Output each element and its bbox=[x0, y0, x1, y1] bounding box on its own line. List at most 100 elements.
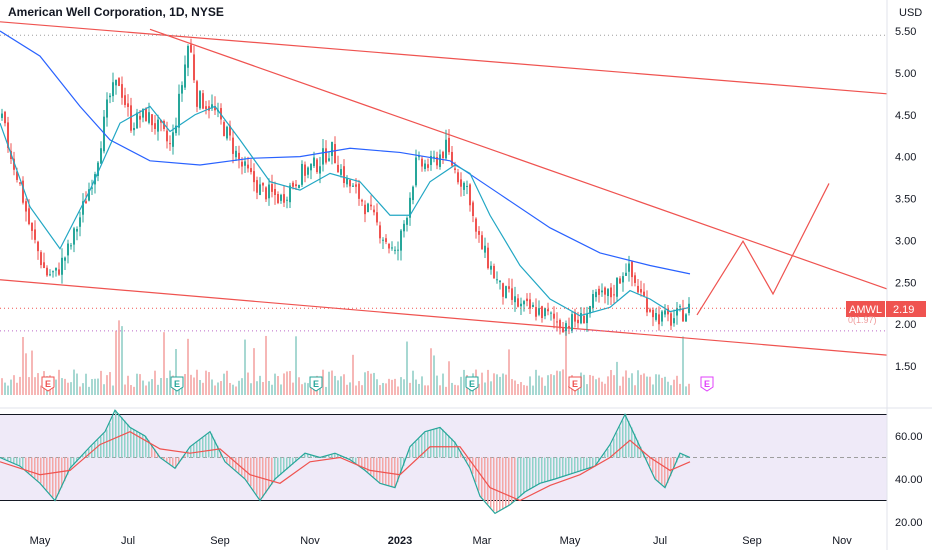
candle-body bbox=[271, 184, 273, 192]
candle-body bbox=[88, 189, 90, 201]
rsi-histogram-bar bbox=[520, 457, 522, 497]
volume-bar bbox=[517, 384, 519, 395]
volume-bar bbox=[577, 384, 579, 395]
volume-bar bbox=[682, 336, 684, 395]
candle-body bbox=[364, 204, 366, 215]
rsi-histogram-bar bbox=[502, 457, 504, 510]
earnings-label: E bbox=[572, 379, 578, 389]
candle-body bbox=[325, 148, 327, 163]
rsi-histogram-bar bbox=[70, 457, 72, 469]
rsi-histogram-bar bbox=[220, 451, 222, 458]
rsi-histogram-bar bbox=[484, 457, 486, 501]
rsi-histogram-bar bbox=[283, 457, 285, 473]
candle-body bbox=[520, 303, 522, 307]
candle-body bbox=[451, 151, 453, 166]
rsi-histogram-bar bbox=[565, 457, 567, 476]
volume-bar bbox=[106, 375, 108, 395]
time-tick-3: Nov bbox=[300, 535, 320, 547]
rsi-histogram-bar bbox=[202, 437, 204, 458]
volume-bar bbox=[100, 370, 102, 395]
volume-bar bbox=[265, 335, 267, 395]
chart-title: American Well Corporation, 1D, NYSE bbox=[8, 5, 224, 19]
rsi-histogram-bar bbox=[364, 457, 366, 470]
rsi-histogram-bar bbox=[289, 457, 291, 467]
volume-bar bbox=[637, 370, 639, 395]
candle-body bbox=[178, 93, 180, 128]
candle-body bbox=[661, 311, 663, 322]
candle-body bbox=[550, 312, 552, 314]
volume-bar bbox=[679, 383, 681, 395]
candle-body bbox=[334, 144, 336, 164]
rsi-histogram-bar bbox=[544, 457, 546, 483]
rsi-histogram-bar bbox=[508, 457, 510, 506]
rsi-histogram-bar bbox=[310, 454, 312, 458]
volume-bar bbox=[631, 373, 633, 395]
volume-bar bbox=[118, 320, 120, 395]
candle-body bbox=[490, 265, 492, 270]
volume-bar bbox=[439, 385, 441, 395]
volume-bar bbox=[94, 378, 96, 395]
volume-bar bbox=[628, 377, 630, 395]
volume-bar bbox=[556, 370, 558, 395]
candle-body bbox=[640, 289, 642, 293]
volume-bar bbox=[109, 372, 111, 395]
rsi-histogram-bar bbox=[568, 457, 570, 475]
price-badge-value: 2.19 bbox=[893, 304, 914, 316]
candle-body bbox=[310, 163, 312, 171]
rsi-histogram-bar bbox=[94, 442, 96, 458]
candle-body bbox=[148, 112, 150, 123]
volume-bar bbox=[436, 375, 438, 395]
rsi-histogram-bar bbox=[592, 457, 594, 468]
volume-bar bbox=[337, 380, 339, 395]
candle-body bbox=[181, 85, 183, 94]
volume-bar bbox=[397, 386, 399, 395]
candle-body bbox=[172, 132, 174, 147]
candle-body bbox=[79, 217, 81, 227]
rsi-histogram-bar bbox=[556, 457, 558, 479]
candle-body bbox=[568, 325, 570, 328]
rsi-histogram-bar bbox=[373, 457, 375, 478]
candle-body bbox=[124, 95, 126, 105]
candle-body bbox=[106, 99, 108, 118]
volume-bar bbox=[457, 385, 459, 395]
rsi-histogram-bar bbox=[595, 457, 597, 467]
rsi-histogram-bar bbox=[628, 420, 630, 458]
volume-bar bbox=[328, 371, 330, 395]
candle-body bbox=[496, 279, 498, 281]
rsi-tick-1: 40.00 bbox=[895, 474, 923, 486]
volume-bar bbox=[646, 376, 648, 395]
volume-bar bbox=[187, 338, 189, 395]
volume-bar bbox=[487, 369, 489, 395]
volume-bar bbox=[301, 384, 303, 395]
rsi-histogram-bar bbox=[229, 457, 231, 466]
candle-body bbox=[313, 157, 315, 167]
time-tick-4: 2023 bbox=[388, 535, 412, 547]
rsi-histogram-bar bbox=[268, 457, 270, 490]
time-tick-0: May bbox=[30, 535, 51, 547]
candle-body bbox=[13, 158, 15, 170]
candle-body bbox=[643, 291, 645, 297]
earnings-label: E bbox=[45, 379, 51, 389]
rsi-histogram-bar bbox=[607, 448, 609, 458]
candle-body bbox=[511, 288, 513, 300]
rsi-histogram-bar bbox=[574, 457, 576, 473]
candle-body bbox=[154, 123, 156, 129]
candle-body bbox=[526, 298, 528, 302]
rsi-histogram-bar bbox=[106, 429, 108, 458]
rsi-histogram-bar bbox=[88, 448, 90, 458]
volume-bar bbox=[643, 373, 645, 395]
earnings-label: E bbox=[174, 379, 180, 389]
earnings-label: E bbox=[469, 379, 475, 389]
candle-body bbox=[367, 203, 369, 213]
candle-body bbox=[163, 120, 165, 129]
candle-body bbox=[286, 199, 288, 201]
candle-body bbox=[241, 161, 243, 167]
volume-bar bbox=[286, 371, 288, 395]
rsi-histogram-bar bbox=[103, 433, 105, 458]
rsi-histogram-bar bbox=[478, 457, 480, 491]
volume-bar bbox=[655, 374, 657, 395]
volume-bar bbox=[373, 372, 375, 395]
currency-label[interactable]: USD bbox=[899, 7, 923, 19]
earnings-badge bbox=[465, 376, 479, 392]
volume-bar bbox=[76, 373, 78, 395]
